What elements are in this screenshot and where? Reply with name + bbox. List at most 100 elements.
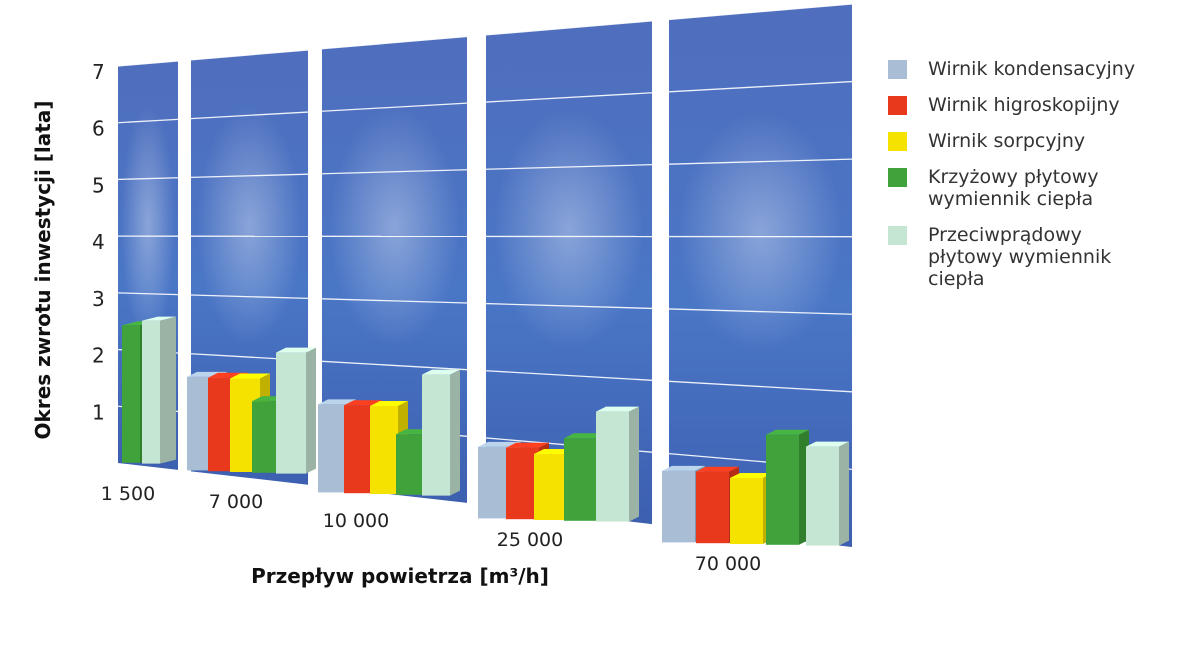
y-tick-label: 4 xyxy=(92,230,105,254)
bar-top xyxy=(806,441,849,447)
gridline xyxy=(117,118,179,124)
y-tick-label: 5 xyxy=(92,173,105,197)
gridline xyxy=(668,308,853,315)
bar-front xyxy=(370,406,398,494)
legend-label: Wirnik higroskopijny xyxy=(928,94,1120,116)
bar-front xyxy=(422,374,450,496)
bar-top xyxy=(506,442,549,448)
bar-front xyxy=(506,447,539,520)
legend-swatch xyxy=(888,226,907,245)
x-category-label: 70 000 xyxy=(695,553,761,575)
bar-front xyxy=(596,411,629,522)
bar-top xyxy=(766,429,809,435)
gridline xyxy=(668,3,853,21)
legend-swatch xyxy=(888,168,907,187)
y-tick-label: 3 xyxy=(92,287,105,311)
cloud-decoration xyxy=(678,112,843,353)
bar-top xyxy=(318,399,356,405)
cloud-decoration xyxy=(494,110,644,351)
bar-front xyxy=(478,446,511,519)
bar-front xyxy=(730,478,763,544)
gridline xyxy=(485,20,653,36)
legend-item: Krzyżowy płytowy wymiennik ciepła xyxy=(888,166,1128,210)
bar-front xyxy=(662,470,695,543)
x-category-label: 10 000 xyxy=(323,510,389,532)
x-axis-category-labels: 1 500 7 000 10 000 25 000 70 000 xyxy=(101,483,761,575)
bar-top xyxy=(370,401,408,406)
x-axis-title: Przepływ powietrza [m³/h] xyxy=(251,564,549,588)
y-tick-label: 6 xyxy=(92,117,105,141)
cloud-decoration xyxy=(121,104,175,345)
y-tick-label: 2 xyxy=(92,344,105,368)
legend-swatch xyxy=(888,96,907,115)
bar-side xyxy=(839,441,849,546)
legend-label: Przeciwprądowy płytowy wymiennik ciepła xyxy=(928,224,1112,290)
chart-gridlines xyxy=(117,3,853,471)
bar-front xyxy=(318,404,346,493)
gridline xyxy=(485,370,653,381)
bar-top xyxy=(230,373,270,379)
bar-front xyxy=(396,434,424,495)
bar-front xyxy=(766,434,799,545)
bar-front xyxy=(564,438,597,521)
gridline xyxy=(190,173,309,179)
bar-przeciwpr-dowy-p-ytowy-wymiennik-ciep-a-7-000 xyxy=(276,347,316,474)
gridline xyxy=(321,169,468,175)
bar-side xyxy=(629,406,639,522)
legend-item: Wirnik higroskopijny xyxy=(888,94,1188,116)
gridline xyxy=(321,35,468,50)
bar-top xyxy=(730,473,773,478)
bar-top xyxy=(696,466,739,472)
gridline xyxy=(321,298,468,304)
gridline xyxy=(321,102,468,112)
bar-top xyxy=(276,347,316,353)
bar-side xyxy=(306,347,316,474)
gridline xyxy=(190,111,309,120)
bar-front xyxy=(806,446,839,546)
gridline xyxy=(190,294,309,300)
bar-front xyxy=(534,454,567,520)
cloud-decoration xyxy=(329,107,460,348)
gridline xyxy=(117,177,179,181)
bar-front xyxy=(696,471,729,544)
gridline xyxy=(668,380,853,393)
cloud-decoration xyxy=(196,105,303,346)
x-category-label: 1 500 xyxy=(101,483,155,505)
bar-front xyxy=(276,352,306,474)
gridline xyxy=(485,302,653,310)
bar-side xyxy=(160,316,176,464)
legend-swatch xyxy=(888,132,907,151)
bar-przeciwpr-dowy-p-ytowy-wymiennik-ciep-a-25-000 xyxy=(596,406,639,522)
legend-swatch xyxy=(888,60,907,79)
y-tick-label: 1 xyxy=(92,400,105,424)
legend-label: Wirnik kondensacyjny xyxy=(928,58,1136,80)
bar-przeciwpr-dowy-p-ytowy-wymiennik-ciep-a-1-500 xyxy=(142,316,176,464)
gridline xyxy=(668,80,853,93)
bar-przeciwpr-dowy-p-ytowy-wymiennik-ciep-a-70-000 xyxy=(806,441,849,546)
legend-item: Wirnik kondensacyjny xyxy=(888,58,1188,80)
gridline xyxy=(668,158,853,165)
bar-top xyxy=(596,406,639,412)
bar-top xyxy=(344,400,382,406)
legend-label: Krzyżowy płytowy wymiennik ciepła xyxy=(928,166,1099,210)
gridline xyxy=(485,164,653,170)
chart-legend: Wirnik kondensacyjny Wirnik higroskopijny… xyxy=(888,58,1188,304)
gridline xyxy=(190,49,309,61)
legend-item: Wirnik sorpcyjny xyxy=(888,130,1188,152)
y-tick-label: 7 xyxy=(92,60,105,84)
y-axis-ticks: 1 2 3 4 5 6 7 xyxy=(92,60,105,424)
legend-label: Wirnik sorpcyjny xyxy=(928,130,1086,152)
y-axis-title: Okres zwrotu inwestycji [lata] xyxy=(31,101,55,440)
gridline xyxy=(485,92,653,103)
bar-front xyxy=(142,320,160,464)
bar-przeciwpr-dowy-p-ytowy-wymiennik-ciep-a-10-000 xyxy=(422,369,460,496)
x-category-label: 25 000 xyxy=(497,529,563,551)
bar-front xyxy=(122,325,140,463)
gridline xyxy=(117,60,179,67)
bar-top xyxy=(422,369,460,375)
bar-side xyxy=(450,369,460,496)
bar-top xyxy=(142,316,176,321)
legend-item: Przeciwprądowy płytowy wymiennik ciepła xyxy=(888,224,1148,290)
bar-front xyxy=(344,405,372,494)
